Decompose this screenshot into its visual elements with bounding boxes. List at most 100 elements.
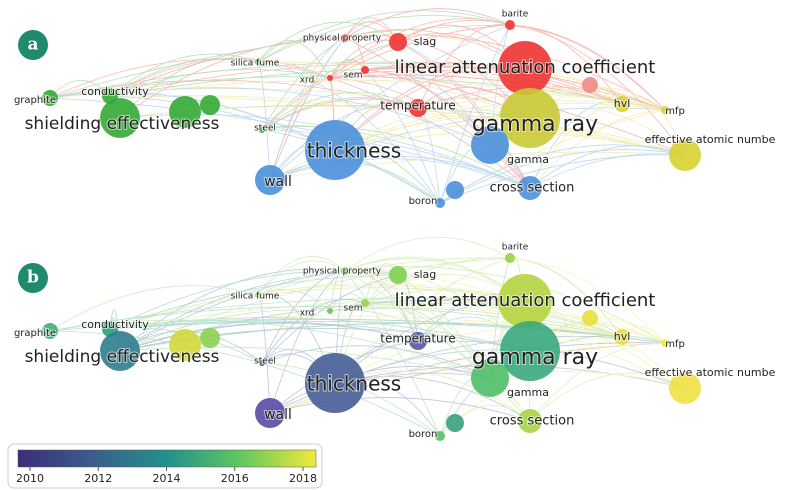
node bbox=[409, 99, 427, 117]
edge bbox=[529, 145, 686, 189]
edge bbox=[261, 299, 366, 364]
edge bbox=[261, 270, 346, 364]
node bbox=[500, 88, 560, 148]
node bbox=[389, 266, 407, 284]
edge bbox=[269, 37, 346, 181]
edge bbox=[344, 237, 511, 272]
node-label: hvl bbox=[614, 97, 631, 110]
node-label: physical property bbox=[303, 267, 382, 277]
edge bbox=[257, 15, 511, 63]
edge bbox=[329, 307, 623, 338]
edge bbox=[344, 270, 419, 342]
panel-edges bbox=[49, 237, 686, 437]
node bbox=[100, 98, 140, 138]
node bbox=[582, 77, 598, 93]
colorbar bbox=[17, 449, 317, 468]
edge bbox=[329, 18, 511, 79]
edge bbox=[344, 270, 531, 422]
edge bbox=[109, 94, 686, 156]
node bbox=[305, 353, 365, 413]
node bbox=[435, 431, 445, 441]
edge bbox=[257, 260, 346, 296]
edge bbox=[109, 319, 666, 344]
edge bbox=[439, 109, 666, 204]
edge bbox=[109, 315, 623, 338]
edge bbox=[329, 63, 666, 111]
node-label: thickness bbox=[307, 372, 401, 396]
edge bbox=[329, 302, 623, 338]
edge bbox=[439, 24, 511, 204]
colorbar-tick-label: 2012 bbox=[84, 472, 112, 485]
edge bbox=[269, 155, 531, 189]
edge bbox=[119, 322, 419, 352]
panel-edges bbox=[49, 8, 686, 204]
edge bbox=[109, 58, 331, 97]
node-label: gamma bbox=[507, 386, 549, 399]
node bbox=[255, 165, 285, 195]
node-label: boron bbox=[409, 196, 438, 207]
node bbox=[341, 34, 349, 42]
labels: physical property barite slag silica fume xr… bbox=[13, 9, 777, 442]
panel-badge bbox=[18, 263, 48, 293]
edge bbox=[529, 109, 666, 189]
node bbox=[305, 120, 365, 180]
node-label: slag bbox=[414, 35, 437, 48]
edge bbox=[269, 397, 531, 422]
edge bbox=[109, 87, 491, 146]
edge bbox=[329, 293, 366, 312]
edge bbox=[109, 270, 346, 330]
edge bbox=[344, 269, 531, 352]
node-label: silica fume bbox=[231, 59, 280, 69]
edge bbox=[261, 37, 346, 131]
panel-badge bbox=[18, 30, 48, 60]
edge bbox=[364, 66, 491, 146]
node-label: mfp bbox=[665, 106, 685, 117]
edge bbox=[364, 69, 441, 204]
edge bbox=[269, 37, 346, 181]
node bbox=[498, 274, 552, 328]
edge bbox=[529, 103, 623, 189]
edge bbox=[119, 309, 331, 352]
edge bbox=[417, 89, 666, 111]
node-label: wall bbox=[264, 174, 292, 190]
node bbox=[518, 409, 542, 433]
edge bbox=[257, 289, 331, 312]
node-label: gamma ray bbox=[472, 112, 598, 137]
edge bbox=[49, 58, 331, 99]
node bbox=[169, 329, 201, 361]
edge bbox=[329, 59, 366, 79]
edge bbox=[269, 77, 331, 181]
node bbox=[255, 59, 261, 65]
edge bbox=[329, 74, 623, 105]
edge bbox=[269, 372, 491, 414]
node bbox=[505, 253, 515, 263]
edge bbox=[439, 144, 686, 204]
node-label: shielding effectiveness bbox=[25, 114, 220, 134]
edge bbox=[119, 270, 346, 352]
node-label: conductivity bbox=[81, 318, 149, 331]
colorbar-tick-label: 2018 bbox=[289, 472, 317, 485]
node-label: physical property bbox=[303, 34, 382, 44]
edge bbox=[261, 96, 419, 131]
edge bbox=[261, 98, 419, 131]
node bbox=[661, 106, 669, 114]
node-label: conductivity bbox=[81, 85, 149, 98]
edge bbox=[261, 274, 399, 364]
edge bbox=[119, 268, 346, 352]
node bbox=[100, 331, 140, 371]
node bbox=[614, 96, 630, 112]
edge bbox=[417, 106, 531, 189]
node-label: xrd bbox=[300, 309, 315, 319]
node-label: thickness bbox=[307, 139, 401, 163]
node-label: silica fume bbox=[231, 292, 280, 302]
edge bbox=[344, 8, 511, 39]
edge bbox=[329, 305, 623, 338]
node bbox=[614, 329, 630, 345]
node-label: graphite bbox=[14, 95, 56, 106]
edge bbox=[344, 34, 531, 119]
edge bbox=[329, 309, 491, 379]
edge bbox=[509, 257, 623, 338]
edge bbox=[364, 298, 419, 342]
node bbox=[498, 41, 552, 95]
edge bbox=[49, 75, 666, 111]
